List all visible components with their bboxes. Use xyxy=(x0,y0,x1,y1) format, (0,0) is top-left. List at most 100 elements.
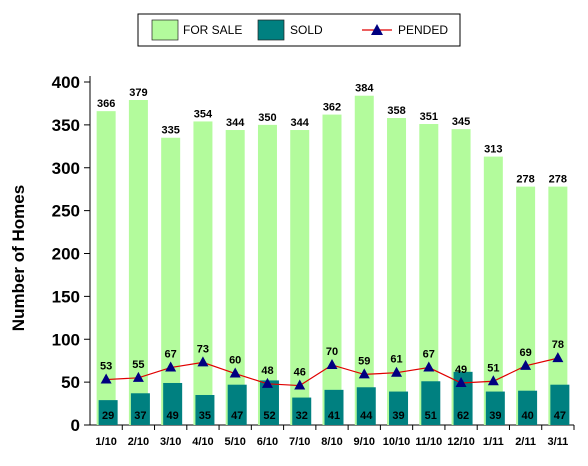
data-label-sold: 39 xyxy=(489,410,501,422)
data-label-for-sale: 350 xyxy=(258,112,276,124)
x-tick-label: 7/10 xyxy=(289,436,310,448)
legend-marker-pended xyxy=(371,24,383,35)
data-label-for-sale: 344 xyxy=(291,117,310,129)
data-label-pended: 73 xyxy=(197,343,209,355)
data-label-pended: 48 xyxy=(261,365,273,377)
x-tick-label: 6/10 xyxy=(257,436,278,448)
marker-pended xyxy=(423,361,435,372)
bar-for-sale xyxy=(451,129,471,425)
bar-sold xyxy=(195,394,215,425)
data-label-for-sale: 278 xyxy=(549,174,567,186)
data-label-pended: 59 xyxy=(358,355,370,367)
data-label-pended: 51 xyxy=(487,362,499,374)
bar-sold xyxy=(518,390,538,425)
data-label-for-sale: 384 xyxy=(355,83,374,95)
data-label-pended: 49 xyxy=(455,364,467,376)
data-label-pended: 53 xyxy=(100,361,112,373)
data-label-sold: 32 xyxy=(296,410,308,422)
bar-for-sale xyxy=(128,100,148,425)
bar-sold xyxy=(389,391,409,425)
bar-for-sale xyxy=(225,130,245,425)
data-label-sold: 47 xyxy=(231,410,243,422)
x-tick-label: 1/11 xyxy=(483,436,504,448)
data-label-pended: 67 xyxy=(423,349,435,361)
x-tick-label: 8/10 xyxy=(321,436,342,448)
data-label-sold: 49 xyxy=(167,410,179,422)
y-tick-label: 150 xyxy=(52,287,80,306)
plot-area: 0 50 100 150 200 250 300 350 400 1/10 2/10 3/10 4/10… xyxy=(52,73,575,448)
bar-for-sale xyxy=(161,137,181,426)
legend-label-for-sale: FOR SALE xyxy=(183,23,242,37)
legend-label-sold: SOLD xyxy=(290,23,323,37)
data-label-sold: 40 xyxy=(521,410,533,422)
data-label-pended: 67 xyxy=(165,349,177,361)
bar-for-sale xyxy=(322,114,342,426)
data-label-pended: 46 xyxy=(294,367,306,379)
data-label-for-sale: 313 xyxy=(484,144,502,156)
marker-pended xyxy=(294,379,306,390)
data-label-for-sale: 344 xyxy=(226,117,245,129)
x-tick-label: 3/11 xyxy=(547,436,568,448)
bar-sold xyxy=(130,393,150,425)
bar-sold xyxy=(259,380,279,425)
legend-swatch-sold xyxy=(257,19,285,41)
bar-for-sale xyxy=(193,121,213,425)
x-tick-label: 11/10 xyxy=(415,436,442,448)
x-tick-label: 10/10 xyxy=(383,436,411,448)
x-tick-label: 2/11 xyxy=(515,436,536,448)
y-tick-label: 300 xyxy=(52,159,80,178)
bar-sold xyxy=(421,381,441,425)
x-tick-label: 4/10 xyxy=(192,436,213,448)
marker-pended xyxy=(132,371,144,382)
data-label-sold: 51 xyxy=(425,410,437,422)
bar-for-sale xyxy=(419,124,439,425)
bar-sold xyxy=(485,391,505,425)
marker-pended xyxy=(100,373,112,384)
data-label-for-sale: 366 xyxy=(97,98,115,110)
marker-pended xyxy=(455,376,467,387)
x-tick-label: 3/10 xyxy=(160,436,181,448)
marker-pended xyxy=(552,352,564,363)
x-tick-label: 2/10 xyxy=(128,436,149,448)
data-label-for-sale: 362 xyxy=(323,102,341,114)
bar-sold xyxy=(98,400,118,425)
x-tick-label: 1/10 xyxy=(95,436,116,448)
data-label-sold: 52 xyxy=(263,410,275,422)
data-label-for-sale: 351 xyxy=(420,111,438,123)
y-tick-label: 250 xyxy=(52,202,80,221)
data-label-sold: 41 xyxy=(328,410,340,422)
bar-for-sale xyxy=(387,118,407,425)
data-label-for-sale: 358 xyxy=(387,105,405,117)
bar-sold xyxy=(227,384,247,425)
marker-pended xyxy=(391,366,403,377)
data-label-pended: 78 xyxy=(552,339,564,351)
data-label-sold: 39 xyxy=(392,410,404,422)
data-label-pended: 61 xyxy=(390,354,402,366)
bar-for-sale xyxy=(290,130,310,425)
data-label-for-sale: 379 xyxy=(129,87,147,99)
y-tick-label: 100 xyxy=(52,330,80,349)
y-tick-label: 200 xyxy=(52,245,80,264)
data-label-pended: 69 xyxy=(519,347,531,359)
data-label-sold: 29 xyxy=(102,410,114,422)
legend: FOR SALE SOLD PENDED xyxy=(137,13,461,47)
data-label-pended: 55 xyxy=(132,359,144,371)
bar-sold xyxy=(292,397,312,425)
bar-for-sale xyxy=(483,156,503,426)
bar-sold xyxy=(356,387,376,425)
bar-for-sale xyxy=(257,124,277,425)
data-label-sold: 37 xyxy=(134,410,146,422)
x-tick-label: 9/10 xyxy=(354,436,375,448)
y-tick-label: 400 xyxy=(52,73,80,92)
marker-pended xyxy=(165,361,177,372)
marker-pended xyxy=(229,367,241,378)
bar-for-sale xyxy=(548,186,568,425)
data-label-for-sale: 354 xyxy=(194,108,213,120)
data-label-pended: 70 xyxy=(326,346,338,358)
data-label-sold: 35 xyxy=(199,410,211,422)
marker-pended xyxy=(326,358,338,369)
x-tick-label: 12/10 xyxy=(447,436,475,448)
bar-for-sale xyxy=(96,111,116,425)
data-label-for-sale: 345 xyxy=(452,116,470,128)
